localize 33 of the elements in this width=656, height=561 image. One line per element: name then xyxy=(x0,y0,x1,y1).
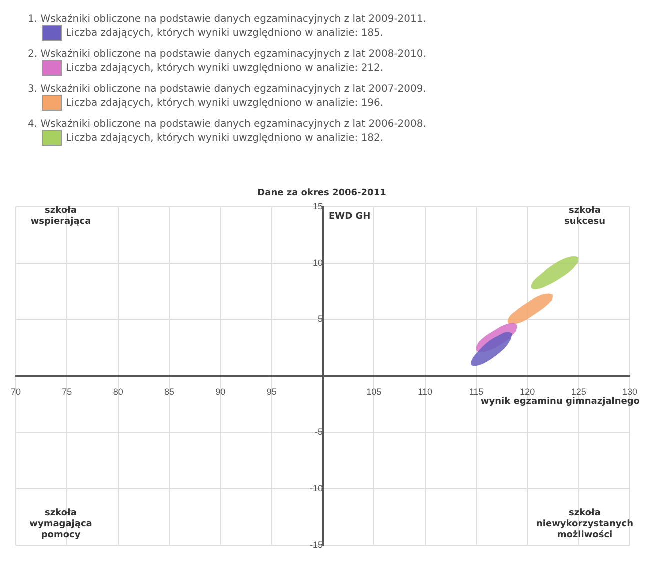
y-tick-label: 5 xyxy=(318,314,324,324)
x-tick-label: 105 xyxy=(366,387,382,398)
x-tick-label: 70 xyxy=(11,387,22,398)
x-tick-label: 125 xyxy=(571,387,586,398)
legend-label: Liczba zdających, których wyniki uwzględniono w analizie: 185. xyxy=(66,28,384,38)
x-tick-label: 90 xyxy=(216,387,226,398)
annotation: szkoła sukcesu xyxy=(564,206,606,227)
annotation: szkoła niewykorzystanych możliwości xyxy=(536,508,634,541)
chart-title: Dane za okres 2006-2011 xyxy=(258,188,386,199)
x-tick-label: 80 xyxy=(113,387,124,398)
x-tick-label: 130 xyxy=(622,387,638,398)
annotation: szkoła wspierająca xyxy=(30,206,92,227)
x-tick-label: 120 xyxy=(520,387,536,398)
y-tick-label: 15 xyxy=(312,201,324,212)
legend-label: Liczba zdających, których wyniki uwzględniono w analizie: 212. xyxy=(66,62,384,74)
annotation: szkoła wymagająca pomocy xyxy=(30,508,92,541)
text: 4. Wskaźniki obliczone na podstawie danych egzaminacyjnych z lat 2006-2008. xyxy=(28,119,426,130)
text: 2. Wskaźniki obliczone na podstawie danych egzaminacyjnych z lat 2008-2010. xyxy=(28,49,426,60)
x-tick-label: 115 xyxy=(469,387,484,398)
text: 1. Wskaźniki obliczone na podstawie danych egzaminacyjnych z lat 2009-2011. xyxy=(28,14,426,25)
x-tick-label: 75 xyxy=(62,387,72,398)
legend-label: Liczba zdających, których wyniki uwzględniono w analizie: 196. xyxy=(66,98,384,108)
text: 3. Wskaźniki obliczone na podstawie danych egzaminacyjnych z lat 2007-2009. xyxy=(28,84,426,95)
y-tick-label: 10 xyxy=(312,258,324,268)
legend-label: Liczba zdających, których wyniki uwzględniono w analizie: 182. xyxy=(66,132,384,144)
x-tick-label: 95 xyxy=(266,387,277,398)
y-tick-label: -15 xyxy=(310,540,324,550)
y-tick-label: -5 xyxy=(314,427,324,438)
y-tick-label: -10 xyxy=(310,484,324,494)
x-tick-label: 110 xyxy=(418,387,433,398)
x-axis-title: wynik egzaminu gimnazjalnego xyxy=(480,397,640,408)
y-axis-title: EWD GH xyxy=(329,212,371,222)
x-tick-label: 85 xyxy=(164,387,175,398)
